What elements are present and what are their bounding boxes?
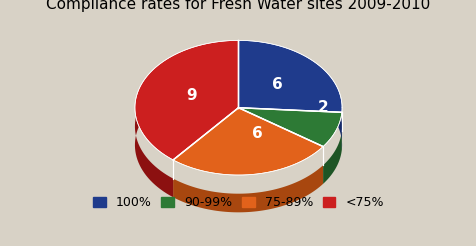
Polygon shape [135, 59, 238, 197]
Text: 9: 9 [186, 88, 197, 103]
Text: 6: 6 [272, 77, 283, 92]
Text: Compliance rates for Fresh Water sites 2009-2010: Compliance rates for Fresh Water sites 2… [46, 0, 430, 13]
Polygon shape [135, 40, 238, 160]
Text: 2: 2 [317, 100, 328, 115]
Polygon shape [238, 59, 341, 150]
Text: 6: 6 [251, 126, 262, 141]
Legend: 100%, 90-99%, 75-89%, <75%: 100%, 90-99%, 75-89%, <75% [88, 191, 388, 214]
Polygon shape [238, 40, 341, 112]
Polygon shape [173, 108, 322, 175]
Polygon shape [238, 108, 341, 147]
Polygon shape [173, 165, 322, 212]
Polygon shape [322, 131, 341, 184]
